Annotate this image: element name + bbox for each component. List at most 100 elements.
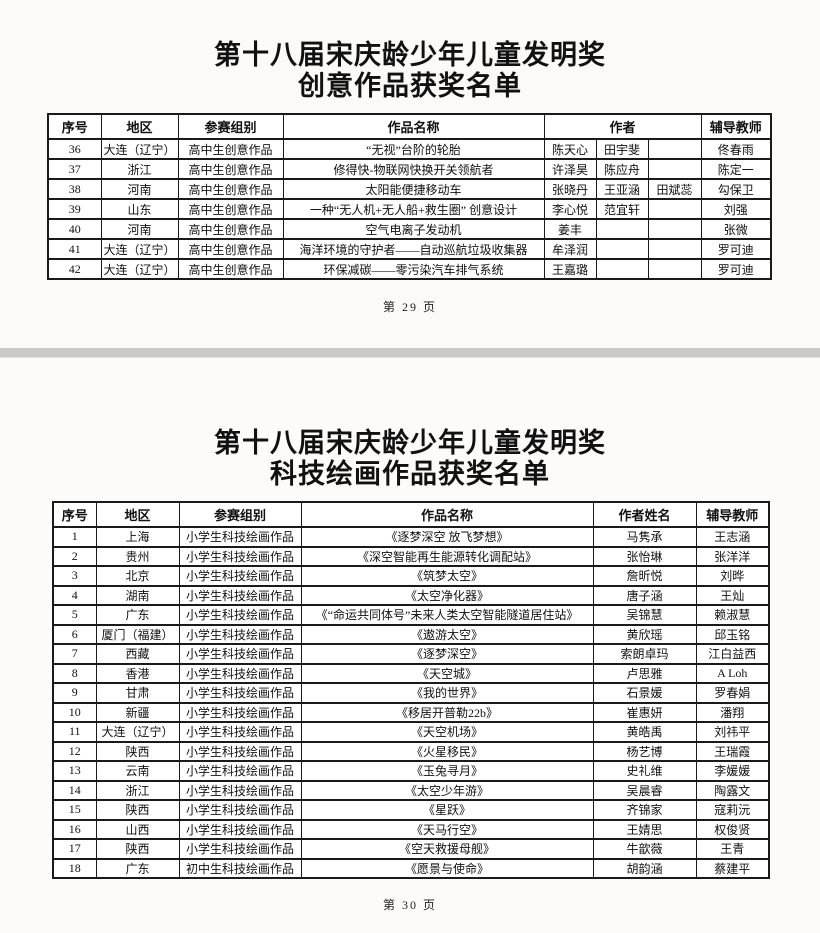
table-cell: 崔惠妍	[592, 701, 697, 723]
page2-page-number: 第 30 页	[382, 898, 437, 912]
page-divider	[0, 348, 820, 358]
table-cell: 潘翔	[695, 701, 770, 723]
table-cell: 《火星移民》	[300, 740, 594, 762]
table-row: 2 贵州 小学生科技绘画作品 《深空智能再生能源转化调配站》 张怡琳 张洋洋	[52, 545, 770, 567]
table-cell: 王婧思	[592, 818, 697, 840]
table-cell: 贵州	[95, 545, 180, 567]
table-row: 10 新疆 小学生科技绘画作品 《移居开普勒22b》 崔惠妍 潘翔	[52, 701, 770, 723]
table-cell: 小学生科技绘画作品	[178, 799, 302, 821]
table-cell: 小学生科技绘画作品	[178, 838, 302, 860]
table-cell: 西藏	[95, 643, 180, 665]
table-cell	[595, 218, 649, 240]
table-cell: 大连（辽宁）	[100, 138, 179, 160]
table-cell: 浙江	[95, 779, 180, 801]
table-cell: 《“命运共同体号”未来人类太空智能隧道居住站》	[300, 604, 594, 626]
table-cell: 太阳能便捷移动车	[282, 178, 545, 200]
table-cell: 赖淑慧	[695, 604, 770, 626]
table-cell: 《逐梦深空》	[300, 643, 594, 665]
header-authors: 作者	[543, 113, 702, 140]
table-cell: 罗可迪	[700, 258, 772, 280]
table-cell: 小学生科技绘画作品	[178, 565, 302, 587]
table-cell: 陈定一	[700, 158, 772, 180]
table-cell: 高中生创意作品	[177, 198, 284, 220]
table-cell: 《太空少年游》	[300, 779, 594, 801]
table-header-row: 序号 地区 参赛组别 作品名称 作者姓名 辅导教师	[52, 501, 770, 528]
table-cell: 寇莉沅	[695, 799, 770, 821]
table-cell: 39	[47, 198, 102, 220]
table-cell: 石景媛	[592, 682, 697, 704]
table-cell: 李心悦	[543, 198, 597, 220]
table-cell: 上海	[95, 526, 180, 548]
table-cell	[647, 258, 702, 280]
table-cell	[595, 238, 649, 260]
table-cell: 《深空智能再生能源转化调配站》	[300, 545, 594, 567]
table-cell: 小学生科技绘画作品	[178, 779, 302, 801]
table-cell: 吴晨睿	[592, 779, 697, 801]
header-work: 作品名称	[282, 113, 545, 140]
table-cell: 陈应舟	[595, 158, 649, 180]
table-row: 8 香港 小学生科技绘画作品 《天空城》 卢思雅 A Loh	[52, 662, 770, 684]
table-cell: 18	[52, 857, 97, 879]
table-cell: A Loh	[695, 662, 770, 684]
table-cell: 1	[52, 526, 97, 548]
table-row: 3 北京 小学生科技绘画作品 《筑梦太空》 詹昕悦 刘晔	[52, 565, 770, 587]
table-cell: 河南	[100, 218, 179, 240]
table-cell: 40	[47, 218, 102, 240]
table-cell: 11	[52, 721, 97, 743]
table-row: 37 浙江 高中生创意作品 修得快-物联网快换开关领航者 许泽昊 陈应舟 陈定一	[47, 158, 772, 180]
table-cell: 10	[52, 701, 97, 723]
table-cell: 高中生创意作品	[177, 218, 284, 240]
table-cell: 浙江	[100, 158, 179, 180]
table-row: 17 陕西 小学生科技绘画作品 《空天救援母舰》 牛歆薇 王青	[52, 838, 770, 860]
table-cell: 《空天救援母舰》	[300, 838, 594, 860]
table-cell: 王志涵	[695, 526, 770, 548]
table-cell: 罗春娟	[695, 682, 770, 704]
table-cell: 大连（辽宁）	[100, 238, 179, 260]
header-index: 序号	[47, 113, 102, 140]
table-row: 40 河南 高中生创意作品 空气电离子发动机 姜丰 张微	[47, 218, 772, 240]
table-cell: 刘强	[700, 198, 772, 220]
document-page-29: 第十八届宋庆龄少年儿童发明奖 创意作品获奖名单 序号 地区 参赛组别 作品名称 …	[0, 0, 820, 348]
table-cell: 《移居开普勒22b》	[300, 701, 594, 723]
table-cell: 湖南	[95, 584, 180, 606]
table-cell: 张怡琳	[592, 545, 697, 567]
header-region: 地区	[95, 501, 180, 528]
table-row: 9 甘肃 小学生科技绘画作品 《我的世界》 石景媛 罗春娟	[52, 682, 770, 704]
table-cell: 刘晔	[695, 565, 770, 587]
page1-title-line1: 第十八届宋庆龄少年儿童发明奖	[214, 40, 606, 70]
table-cell: 罗可迪	[700, 238, 772, 260]
table-cell: 36	[47, 138, 102, 160]
page2-title-block: 第十八届宋庆龄少年儿童发明奖 科技绘画作品获奖名单	[0, 358, 820, 490]
table-cell: 厦门（福建）	[95, 623, 180, 645]
table-cell: 唐子涵	[592, 584, 697, 606]
table-cell: 北京	[95, 565, 180, 587]
table-row: 11 大连（辽宁） 小学生科技绘画作品 《天空机场》 黄皓禹 刘祎平	[52, 721, 770, 743]
table-cell: 田斌蕊	[647, 178, 702, 200]
table-cell: 大连（辽宁）	[100, 258, 179, 280]
page1-title-line2: 创意作品获奖名单	[298, 71, 522, 101]
table-cell: 王瑞霞	[695, 740, 770, 762]
table-cell	[647, 238, 702, 260]
table-cell: 马隽承	[592, 526, 697, 548]
table-cell: 一种“无人机+无人船+救生圈” 创意设计	[282, 198, 545, 220]
table-row: 5 广东 小学生科技绘画作品 《“命运共同体号”未来人类太空智能隧道居住站》 吴锦慧 赖淑…	[52, 604, 770, 626]
table-cell: 小学生科技绘画作品	[178, 760, 302, 782]
header-author: 作者姓名	[592, 501, 697, 528]
table-cell: 陈天心	[543, 138, 597, 160]
table-cell: 14	[52, 779, 97, 801]
table-cell: “无视”台阶的轮胎	[282, 138, 545, 160]
table-cell	[647, 218, 702, 240]
table-cell: 张洋洋	[695, 545, 770, 567]
page1-page-number: 第 29 页	[382, 300, 437, 314]
science-painting-award-table: 序号 地区 参赛组别 作品名称 作者姓名 辅导教师 1 上海 小学生科技绘画作品 《逐…	[52, 501, 770, 879]
table-cell: 环保减碳——零污染汽车排气系统	[282, 258, 545, 280]
table-cell: 13	[52, 760, 97, 782]
table-cell: 权俊贤	[695, 818, 770, 840]
table-cell: 新疆	[95, 701, 180, 723]
table-cell: 《星跃》	[300, 799, 594, 821]
table-cell: 河南	[100, 178, 179, 200]
table-row: 36 大连（辽宁） 高中生创意作品 “无视”台阶的轮胎 陈天心 田宇斐 佟春雨	[47, 138, 772, 160]
table-cell: 4	[52, 584, 97, 606]
table-cell	[595, 258, 649, 280]
